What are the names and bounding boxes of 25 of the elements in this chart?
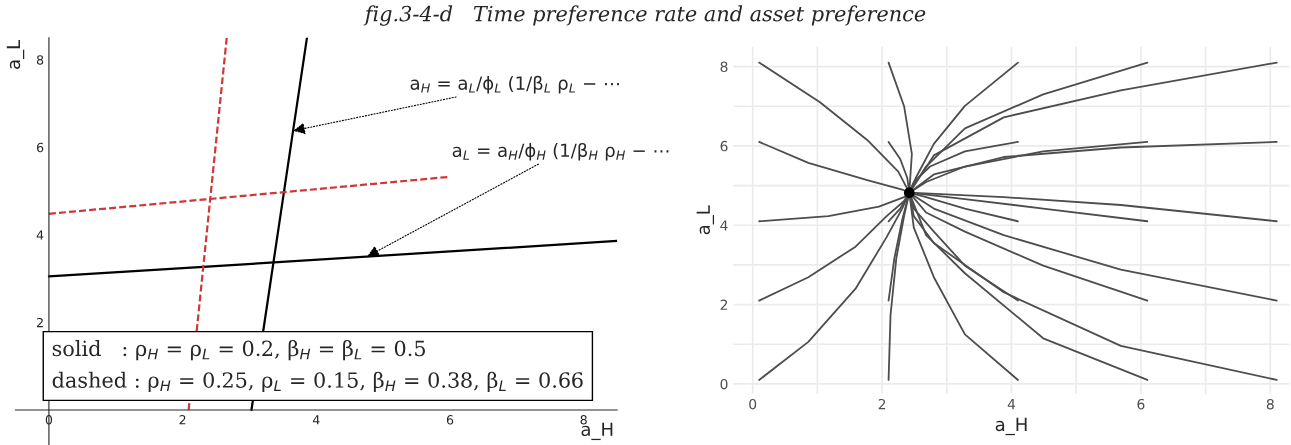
text: a$_{H}$ = a$_{L}$/ϕ$_{L}$ (1/β$_{L}$ ρ$_{L}$ − ⋯ — [410, 75, 619, 94]
x-tick-label: 6 — [446, 415, 454, 425]
text: solid : ρ$_{H}$ = ρ$_{L}$ = 0.2, β$_{H}$ = β$_{L}$ = 0.5 — [52, 340, 425, 361]
y-tick-label: 4 — [720, 220, 728, 231]
x-tick-label: 6 — [1137, 398, 1145, 410]
y-axis-title: a_L — [696, 205, 715, 235]
text: dashed : ρ$_{H}$ = 0.25, ρ$_{L}$ = 0.15, β$_{H}$ = 0.38, β$_{L}$ = 0.66 — [52, 371, 583, 392]
y-tick-label: 8 — [36, 55, 44, 65]
chart-title: fig.3-4-d Time preference rate and asset preference — [363, 5, 926, 26]
x-axis-title: a_H — [995, 417, 1027, 436]
text: a$_{L}$ = a$_{H}$/ϕ$_{H}$ (1/β$_{H}$ ρ$_{H}$ − ⋯ — [452, 142, 669, 161]
y-tick-label: 8 — [720, 61, 728, 73]
y-axis-title: a_L — [6, 39, 25, 69]
y-tick-label: 2 — [720, 299, 728, 310]
x-tick-label: 4 — [1007, 399, 1016, 410]
x-tick-label: 2 — [179, 415, 186, 425]
y-tick-label: 4 — [36, 230, 44, 240]
x-tick-label: 8 — [1266, 398, 1274, 410]
y-tick-label: 0 — [720, 378, 728, 390]
y-tick-label: 6 — [36, 142, 44, 153]
x-tick-label: 0 — [749, 398, 757, 410]
y-tick-label: 6 — [720, 140, 728, 152]
x-tick-label: 2 — [878, 398, 886, 410]
x-tick-label: 4 — [312, 415, 320, 425]
y-tick-label: 2 — [37, 317, 43, 328]
